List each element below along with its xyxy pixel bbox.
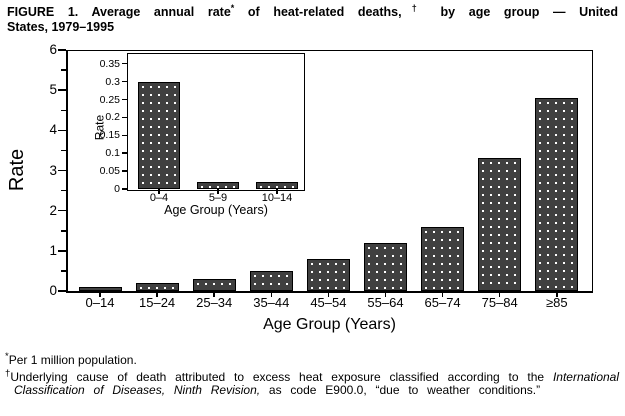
title-text-1: FIGURE 1. Average annual rate bbox=[7, 5, 231, 20]
main-y-tick bbox=[58, 89, 66, 91]
main-x-tick bbox=[498, 291, 501, 297]
main-y-minor-tick bbox=[61, 149, 66, 152]
main-x-tick bbox=[213, 291, 215, 297]
inset-y-tick-label: 0.05 bbox=[99, 165, 120, 178]
inset-x-tick-label: 5–9 bbox=[208, 192, 228, 204]
footnote-per-million: *Per 1 million population. bbox=[5, 350, 619, 367]
inset-y-tick bbox=[122, 80, 127, 83]
main-y-tick bbox=[58, 209, 66, 212]
main-x-tick-label: 35–44 bbox=[253, 295, 290, 310]
inset-y-tick bbox=[122, 98, 127, 101]
inset-y-tick-label: 0 bbox=[114, 183, 120, 195]
inset-x-tick bbox=[158, 189, 160, 194]
inset-y-tick-label: 0.2 bbox=[105, 111, 120, 124]
main-y-minor-tick bbox=[61, 230, 66, 232]
main-x-tick-label: 25–34 bbox=[196, 295, 233, 310]
footnote-dagger-text-2: as code E900.0, “due to weather conditio… bbox=[260, 383, 541, 397]
figure-title: FIGURE 1. Average annual rate* of heat-r… bbox=[7, 1, 618, 35]
main-y-minor-tick bbox=[61, 109, 66, 111]
inset-y-tick bbox=[122, 62, 127, 65]
dagger-marker: † bbox=[5, 368, 11, 379]
main-x-tick-label: 0–14 bbox=[85, 295, 115, 310]
main-y-tick-label: 0 bbox=[49, 283, 57, 298]
dagger-superscript: † bbox=[401, 3, 427, 13]
main-x-axis-title: Age Group (Years) bbox=[263, 316, 396, 333]
inset-y-tick bbox=[122, 152, 127, 154]
inset-x-tick bbox=[217, 189, 219, 194]
main-x-tick-label: 65–74 bbox=[424, 295, 461, 310]
title-text-3: by age group — United bbox=[426, 5, 618, 20]
main-x-tick-label: 75–84 bbox=[481, 295, 518, 310]
figure-title-line2: States, 1979–1995 bbox=[7, 20, 115, 35]
main-y-tick-label: 6 bbox=[49, 42, 57, 57]
main-y-tick bbox=[58, 250, 66, 252]
main-bar-15–24 bbox=[135, 282, 179, 291]
title-text-2: of heat-related deaths, bbox=[234, 5, 402, 20]
main-y-tick-label: 1 bbox=[49, 242, 57, 258]
main-y-tick bbox=[58, 129, 66, 132]
main-bar-55–64 bbox=[364, 242, 407, 291]
main-y-minor-tick bbox=[61, 270, 66, 272]
footnote-star-text: Per 1 million population. bbox=[8, 353, 137, 367]
main-y-tick-label: 5 bbox=[49, 82, 57, 98]
main-x-tick-label: ≥85 bbox=[545, 295, 568, 310]
main-y-tick bbox=[58, 49, 66, 51]
inset-x-tick bbox=[276, 189, 278, 194]
main-y-tick bbox=[58, 290, 66, 292]
main-bar-75–84 bbox=[478, 158, 522, 291]
footnote-dagger-text-1: Underlying cause of death attributed to … bbox=[10, 370, 553, 384]
inset-y-tick-label: 0.1 bbox=[105, 147, 120, 160]
inset-y-tick-label: 0.25 bbox=[99, 93, 120, 106]
asterisk-marker: * bbox=[5, 351, 9, 362]
inset-bar-10–14 bbox=[256, 181, 298, 189]
main-y-minor-tick bbox=[61, 69, 66, 71]
figure-title-line1: FIGURE 1. Average annual rate* of heat-r… bbox=[7, 1, 618, 20]
main-bar-0–14 bbox=[78, 286, 122, 291]
main-x-tick-label: 15–24 bbox=[139, 295, 176, 310]
main-x-tick bbox=[270, 291, 273, 297]
inset-x-tick-label: 0–4 bbox=[149, 192, 169, 204]
main-x-tick-label: 45–54 bbox=[310, 295, 347, 310]
footnotes: *Per 1 million population. †Underlying c… bbox=[5, 350, 619, 397]
main-x-tick bbox=[156, 291, 158, 297]
main-bar-≥85 bbox=[535, 98, 579, 291]
inset-y-tick bbox=[122, 188, 127, 190]
inset-y-tick-label: 0.3 bbox=[105, 75, 120, 88]
main-y-tick-label: 4 bbox=[49, 122, 57, 138]
inset-bar-0–4 bbox=[138, 81, 180, 189]
inset-y-tick bbox=[122, 170, 127, 172]
inset-y-tick bbox=[122, 134, 127, 137]
main-x-tick bbox=[99, 291, 101, 297]
main-x-tick bbox=[327, 291, 330, 297]
main-x-tick bbox=[384, 291, 387, 297]
main-x-tick bbox=[441, 291, 444, 297]
main-x-tick bbox=[556, 291, 558, 297]
main-bar-65–74 bbox=[421, 226, 465, 291]
inset-x-axis-title: Age Group (Years) bbox=[164, 203, 268, 217]
inset-y-tick-label: 0.15 bbox=[99, 129, 120, 142]
main-y-tick-label: 3 bbox=[49, 162, 57, 178]
main-bar-25–34 bbox=[192, 278, 236, 291]
inset-y-tick bbox=[122, 116, 127, 119]
footnote-icd: †Underlying cause of death attributed to… bbox=[5, 367, 619, 397]
asterisk-superscript: * bbox=[230, 3, 235, 13]
inset-bar-5–9 bbox=[197, 181, 239, 189]
main-x-tick-label: 55–64 bbox=[367, 295, 404, 310]
main-bar-45–54 bbox=[306, 258, 350, 291]
main-bar-35–44 bbox=[249, 270, 293, 291]
main-y-tick bbox=[58, 169, 66, 172]
inset-y-tick-label: 0.35 bbox=[99, 57, 120, 70]
main-y-minor-tick bbox=[61, 189, 66, 192]
inset-x-tick-label: 10–14 bbox=[261, 192, 293, 204]
footnote-icd-italic: International Classification of Diseases… bbox=[14, 370, 619, 397]
main-y-tick-label: 2 bbox=[49, 202, 57, 218]
